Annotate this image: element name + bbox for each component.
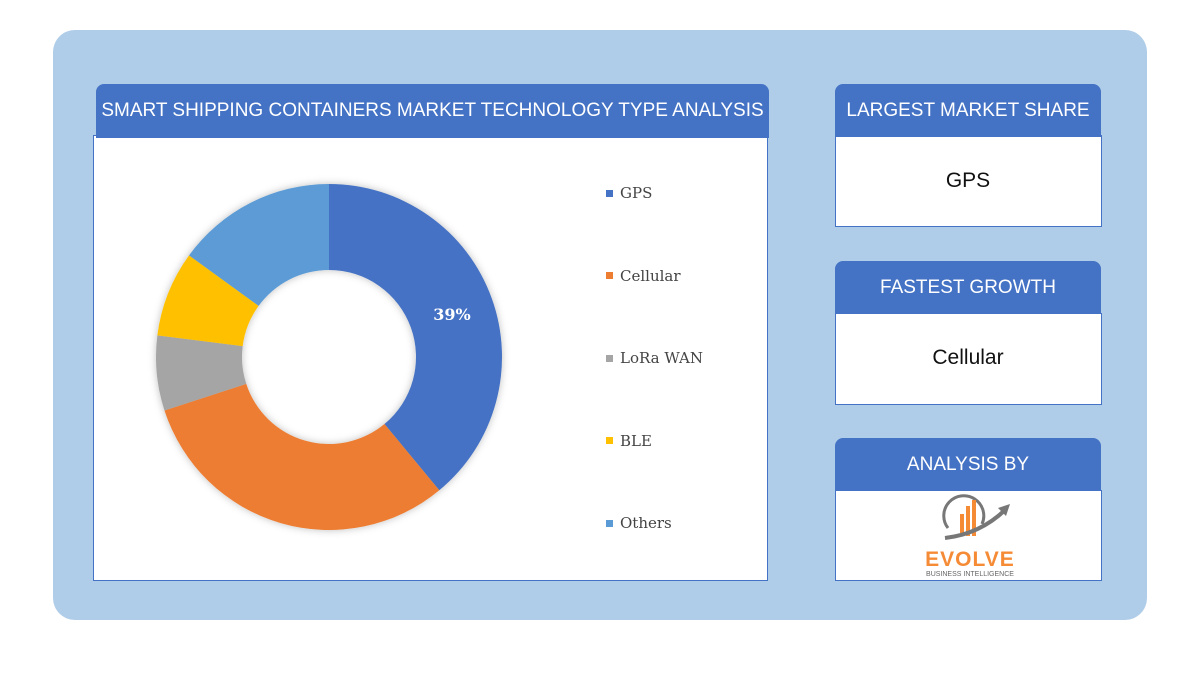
legend-swatch [606,519,613,527]
legend-swatch [606,437,613,444]
legend-item-gps: GPS [606,184,652,202]
slice-gps [329,184,502,491]
logo-tagline: BUSINESS INTELLIGENCE [926,571,1014,578]
legend-swatch [606,189,613,197]
evolve-logo: EVOLVE BUSINESS INTELLIGENCE [900,494,1040,578]
fastest-growth-value: Cellular [932,346,1004,369]
largest-share-value: GPS [945,169,991,192]
analysis-by-title: ANALYSIS BY [835,438,1101,491]
legend-item-cellular: Cellular [606,267,681,285]
chart-title: SMART SHIPPING CONTAINERS MARKET TECHNOL… [96,84,769,138]
legend-label: LoRa WAN [620,349,703,367]
slice-others [189,184,329,306]
fastest-growth-card [835,313,1102,405]
logo-graphic-icon [942,494,1010,540]
legend-item-ble: BLE [606,432,652,450]
data-label-gps: 39% [433,305,470,324]
logo-name: EVOLVE [925,548,1015,571]
legend-swatch [606,354,613,362]
legend-swatch [606,272,613,279]
fastest-growth-title: FASTEST GROWTH [835,261,1101,314]
slice-cellular [164,383,440,530]
slice-lora-wan [156,335,247,411]
legend-label: GPS [620,184,653,202]
legend-label: Cellular [620,266,681,285]
legend-label: Others [620,514,672,532]
legend-item-lora-wan: LoRa WAN [606,349,703,367]
legend-label: BLE [620,431,652,450]
largest-share-title: LARGEST MARKET SHARE [835,84,1101,137]
legend-item-others: Others [606,514,672,532]
slice-ble [157,255,259,347]
largest-share-card [835,135,1102,227]
